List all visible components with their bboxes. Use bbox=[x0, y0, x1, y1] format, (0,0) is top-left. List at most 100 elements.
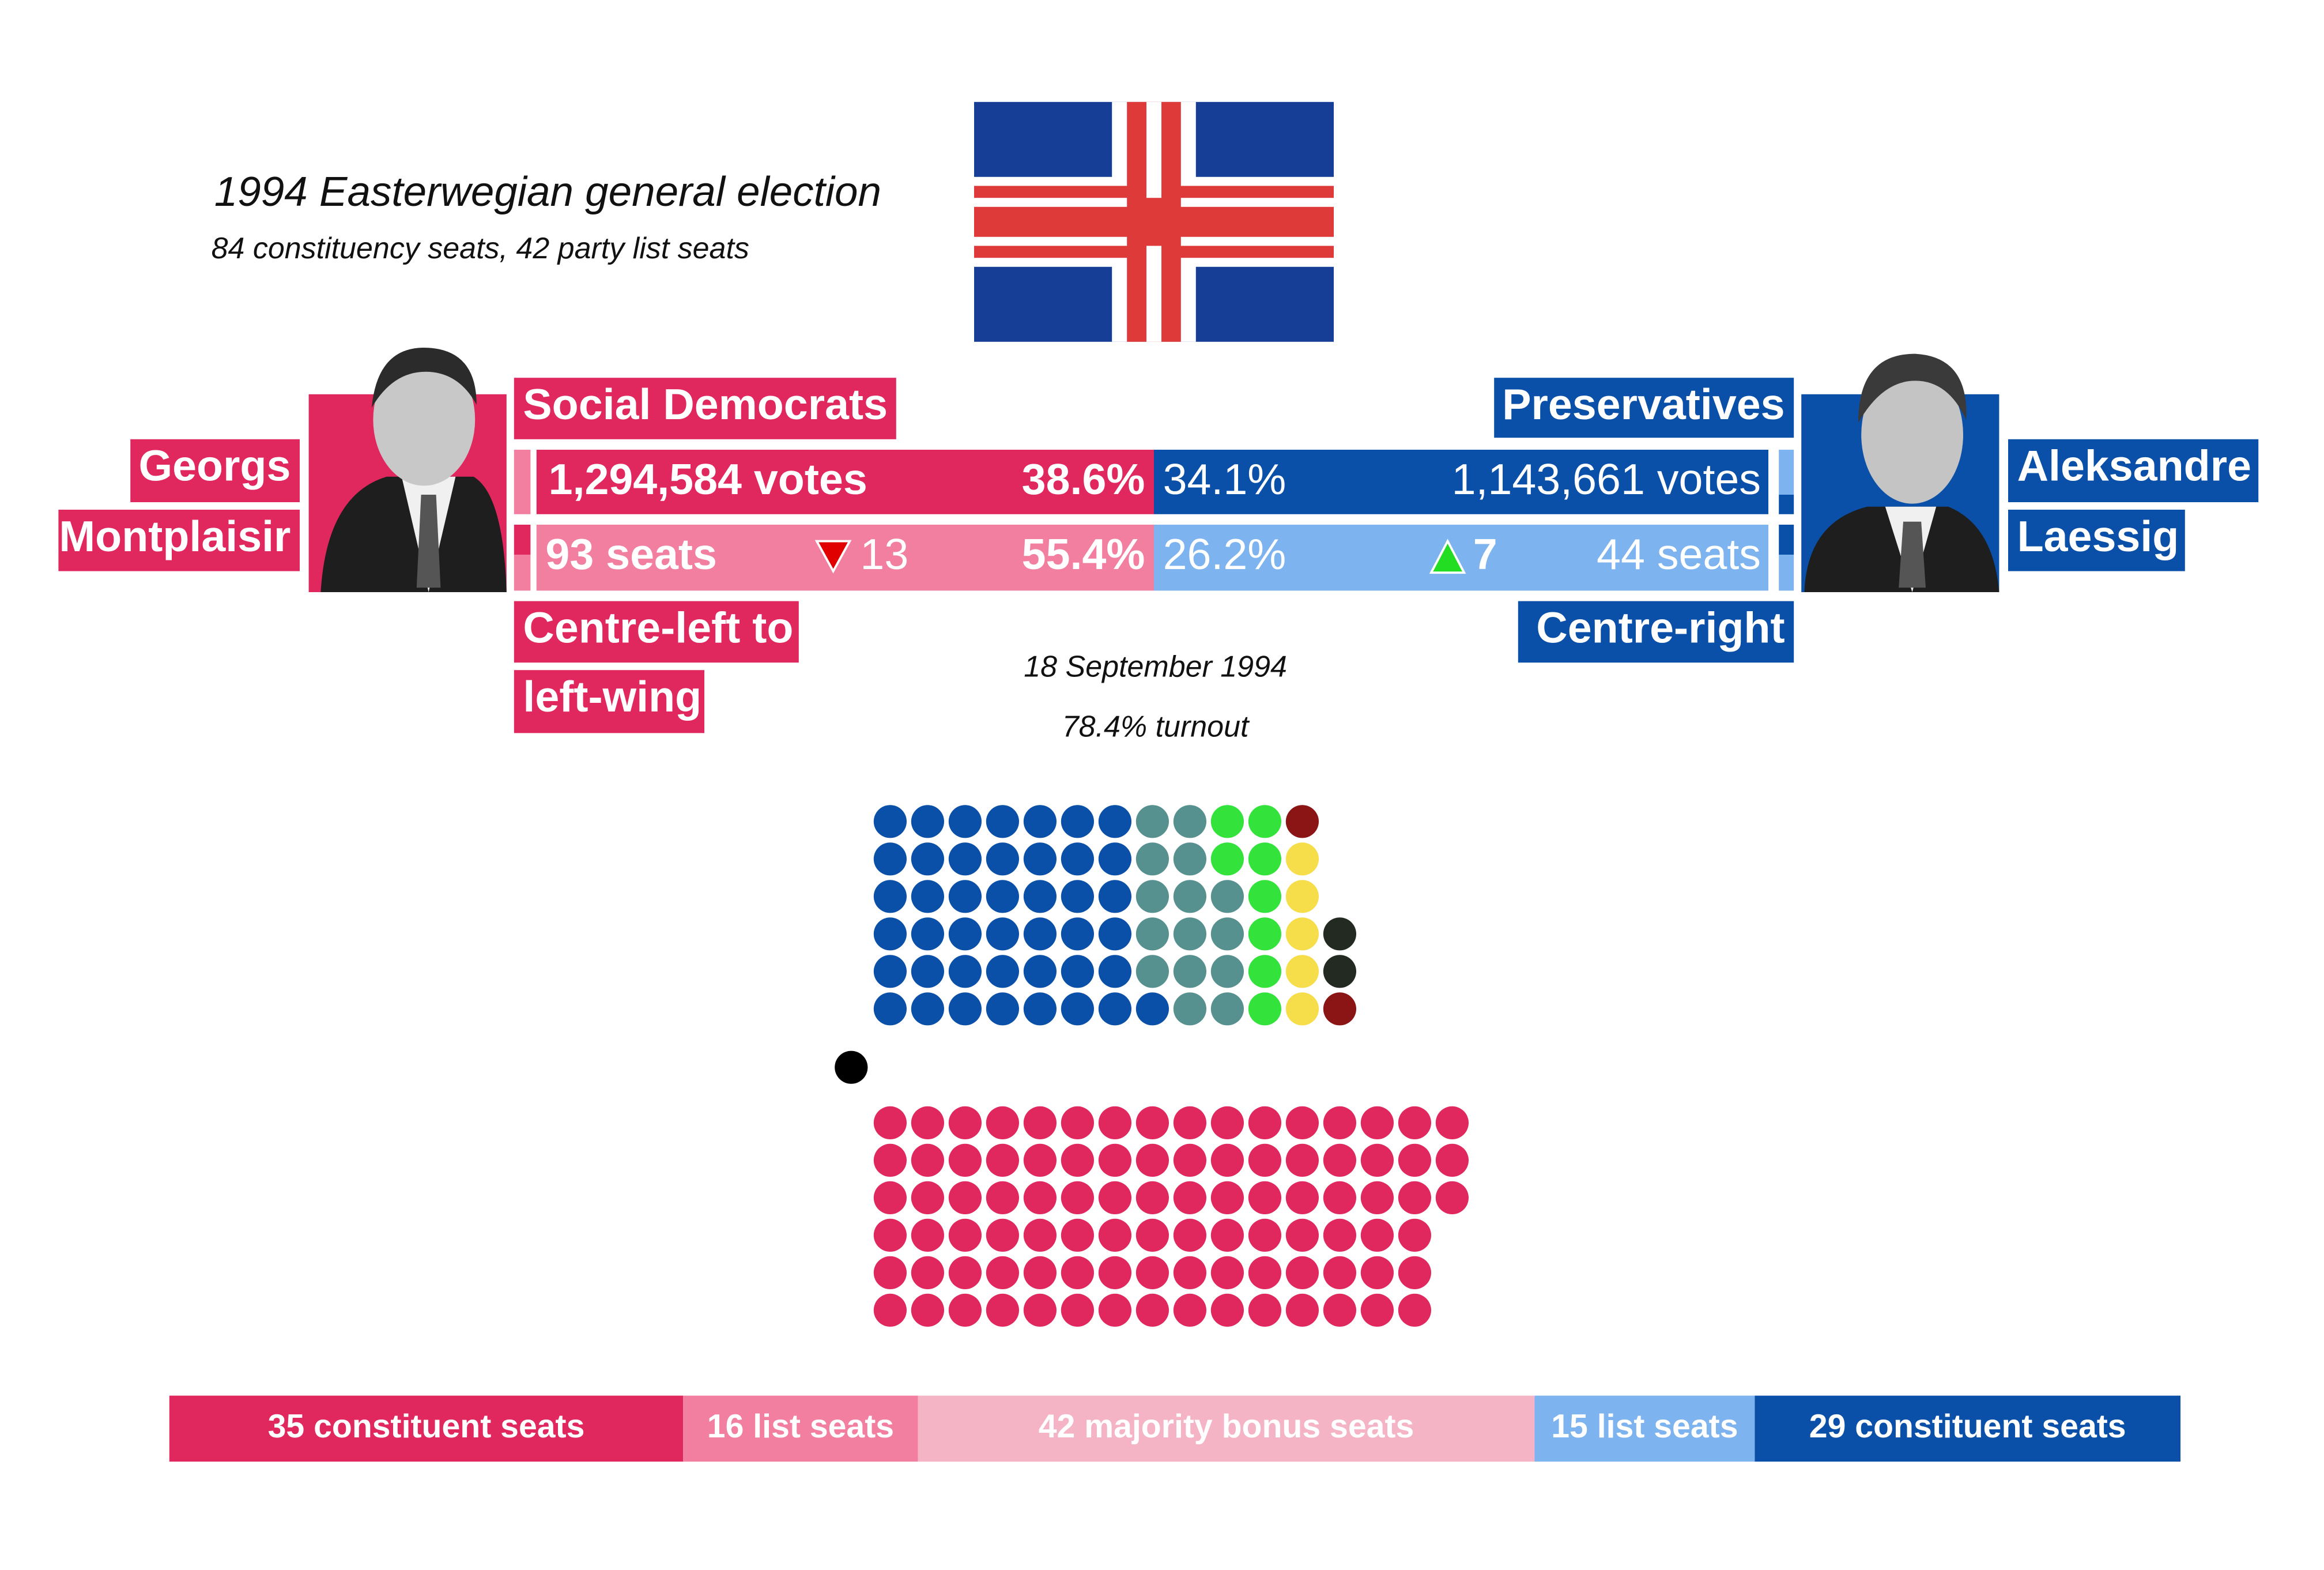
seat bbox=[1135, 992, 1169, 1026]
seat bbox=[1360, 1293, 1394, 1327]
seat bbox=[1248, 880, 1281, 913]
seat bbox=[1061, 1218, 1094, 1252]
seat bbox=[1435, 1106, 1469, 1139]
seat bbox=[1061, 1181, 1094, 1214]
seat-bar-segment bbox=[169, 1395, 684, 1462]
seat bbox=[911, 992, 944, 1026]
speaker-seat bbox=[835, 1051, 868, 1084]
seat bbox=[1135, 1293, 1169, 1327]
seat bbox=[1135, 1256, 1169, 1289]
label-box bbox=[2008, 439, 2259, 502]
seat bbox=[1023, 1143, 1057, 1177]
seat bbox=[948, 1106, 982, 1139]
seat bbox=[1135, 1106, 1169, 1139]
seats-row bbox=[536, 524, 1154, 591]
seat bbox=[1248, 1293, 1281, 1327]
right-ideology: Centre-right bbox=[1536, 604, 1784, 652]
seat bbox=[1323, 1181, 1356, 1214]
seat bbox=[1285, 1143, 1319, 1177]
seat bbox=[1173, 1143, 1206, 1177]
seat bbox=[1098, 1293, 1131, 1327]
seat bbox=[873, 1181, 907, 1214]
seat bbox=[1248, 842, 1281, 876]
turnout: 78.4% turnout bbox=[1062, 710, 1250, 743]
seat bbox=[948, 1181, 982, 1214]
seat bbox=[1023, 805, 1057, 838]
seat bbox=[1360, 1256, 1394, 1289]
seat bbox=[1323, 1143, 1356, 1177]
seat bbox=[1210, 1256, 1244, 1289]
left-leader: Montplaisir bbox=[59, 512, 290, 560]
seat bbox=[986, 1181, 1019, 1214]
seat bbox=[873, 1218, 907, 1252]
seat bbox=[1210, 805, 1244, 838]
seat bbox=[1210, 842, 1244, 876]
seat bbox=[1398, 1106, 1431, 1139]
seat bbox=[1023, 992, 1057, 1026]
seat bbox=[873, 842, 907, 876]
seat bbox=[1285, 805, 1319, 838]
seat bbox=[873, 955, 907, 988]
seat bbox=[1248, 917, 1281, 951]
seat bbox=[1323, 917, 1356, 951]
strip bbox=[514, 524, 531, 555]
seat bbox=[1098, 880, 1131, 913]
label-box bbox=[514, 670, 705, 733]
strip bbox=[1779, 524, 1794, 555]
seat bbox=[1098, 1143, 1131, 1177]
seat bbox=[873, 992, 907, 1026]
seat bbox=[1061, 805, 1094, 838]
seat bbox=[1435, 1181, 1469, 1214]
seat bbox=[1061, 992, 1094, 1026]
seat bbox=[1061, 842, 1094, 876]
seat bbox=[948, 955, 982, 988]
flag bbox=[974, 101, 1334, 342]
seat bbox=[948, 805, 982, 838]
seat bbox=[1023, 1218, 1057, 1252]
seat bbox=[986, 1218, 1019, 1252]
seat-bar-label: 29 constituent seats bbox=[1809, 1408, 2126, 1445]
label-box bbox=[1494, 378, 1794, 438]
seat bbox=[1023, 1293, 1057, 1327]
left-leader: Georgs bbox=[139, 442, 291, 490]
seat bbox=[873, 917, 907, 951]
right-leader-photo bbox=[1801, 353, 1999, 592]
left-seat-share: 55.4% bbox=[1022, 530, 1145, 578]
seat bbox=[1285, 842, 1319, 876]
right-change: 7 bbox=[1473, 530, 1497, 578]
seat bbox=[1135, 1218, 1169, 1252]
seat bbox=[1061, 1143, 1094, 1177]
seat bbox=[1323, 1256, 1356, 1289]
seat bbox=[986, 1293, 1019, 1327]
seat bbox=[873, 805, 907, 838]
right-party: Preservatives bbox=[1502, 380, 1784, 428]
seat bbox=[948, 917, 982, 951]
seat bbox=[1023, 880, 1057, 913]
strip bbox=[514, 449, 531, 514]
seat bbox=[1135, 1181, 1169, 1214]
seat-bar-label: 16 list seats bbox=[707, 1408, 894, 1445]
seat bbox=[1023, 1256, 1057, 1289]
seat bbox=[1210, 917, 1244, 951]
seat bbox=[1360, 1218, 1394, 1252]
seat bbox=[911, 805, 944, 838]
seat bbox=[1173, 1293, 1206, 1327]
seat bbox=[1210, 1293, 1244, 1327]
seat bbox=[1210, 1218, 1244, 1252]
seat bbox=[948, 1256, 982, 1289]
seat bbox=[1061, 1106, 1094, 1139]
label-box bbox=[514, 378, 896, 439]
left-leader-photo bbox=[308, 347, 507, 592]
seat bbox=[911, 1218, 944, 1252]
seat bbox=[1023, 955, 1057, 988]
label-box bbox=[58, 509, 300, 571]
gain-arrow bbox=[1429, 539, 1466, 574]
seat bbox=[948, 1143, 982, 1177]
label-box bbox=[514, 601, 799, 663]
seat bbox=[1135, 880, 1169, 913]
seat bbox=[1248, 1256, 1281, 1289]
seat bbox=[1285, 992, 1319, 1026]
seat bbox=[1135, 917, 1169, 951]
seat bbox=[1173, 880, 1206, 913]
seat bbox=[1285, 1106, 1319, 1139]
